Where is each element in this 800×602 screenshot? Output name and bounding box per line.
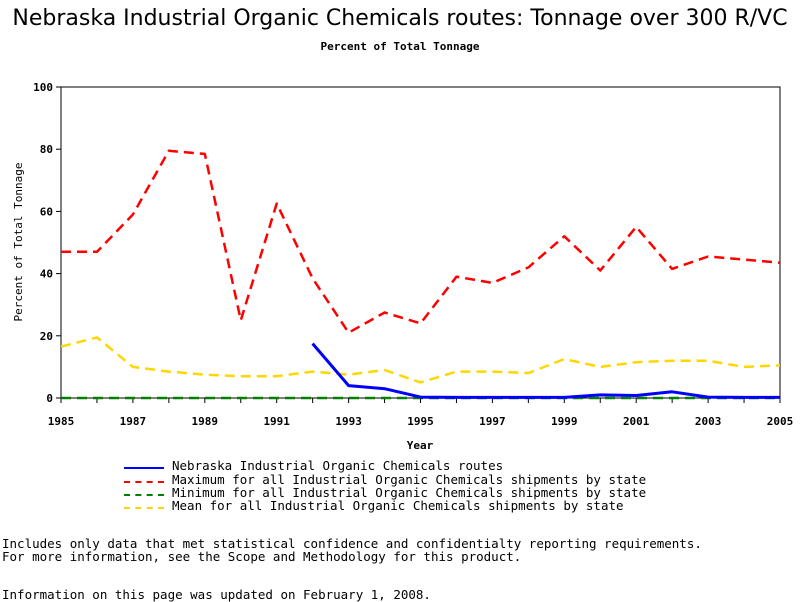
legend-label: Mean for all Industrial Organic Chemical… [172,498,624,513]
x-tick-label: 1985 [48,415,75,428]
y-axis-label: Percent of Total Tonnage [12,163,25,322]
y-tick-label: 0 [46,392,53,405]
y-tick-label: 80 [40,143,53,156]
legend-swatch [124,494,164,496]
y-tick-label: 60 [40,205,53,218]
x-tick-label: 1999 [551,415,578,428]
confidence-note: Includes only data that met statistical … [2,536,702,551]
x-tick-label: 1993 [335,415,362,428]
x-tick-label: 1987 [120,415,147,428]
x-tick-label: 2003 [695,415,722,428]
update-note: Information on this page was updated on … [2,587,431,602]
plot-frame [60,86,781,399]
methodology-note: For more information, see the Scope and … [2,549,522,564]
x-axis-label: Year [407,439,434,452]
x-tick-label: 2001 [623,415,650,428]
series-lines [60,149,781,400]
y-tick-label: 40 [40,268,53,281]
y-tick-label: 20 [40,330,53,343]
x-tick-label: 1997 [479,415,506,428]
x-tick-label: 1991 [263,415,290,428]
x-axis: 1985 1987 1989 1991 1993 1995 1997 1999 2001 2003… [48,398,794,428]
series-line-mean [60,336,781,384]
x-tick-label: 1995 [407,415,434,428]
y-tick-label: 100 [33,81,53,94]
series-line-nebraska [311,342,780,399]
legend-swatch [124,467,164,469]
legend-label: Minimum for all Industrial Organic Chemi… [172,485,647,500]
chart-subtitle: Percent of Total Tonnage [320,40,480,53]
series-line-maximum [61,149,781,334]
x-tick-label: 1989 [192,415,219,428]
x-tick-label: 2005 [767,415,794,428]
legend-swatch [124,481,164,483]
legend-swatch [124,507,164,509]
y-axis: 0 20 40 60 80 100 [33,81,61,405]
chart-title: Nebraska Industrial Organic Chemicals ro… [12,6,788,31]
legend-label: Nebraska Industrial Organic Chemicals ro… [172,458,504,473]
legend-label: Maximum for all Industrial Organic Chemi… [172,472,647,487]
